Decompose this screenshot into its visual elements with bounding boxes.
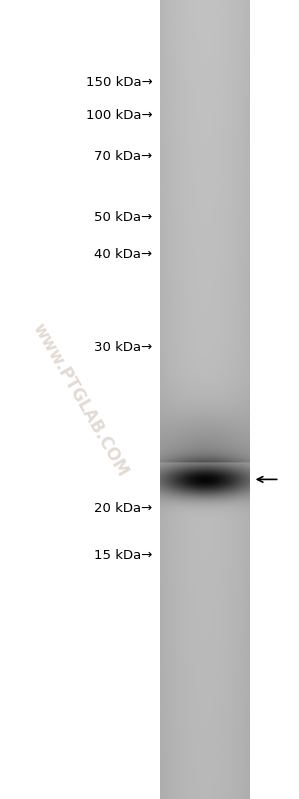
Text: 15 kDa→: 15 kDa→	[94, 549, 152, 562]
Text: 150 kDa→: 150 kDa→	[86, 76, 152, 89]
Text: 70 kDa→: 70 kDa→	[94, 150, 152, 163]
Text: 50 kDa→: 50 kDa→	[94, 211, 152, 224]
Text: 20 kDa→: 20 kDa→	[94, 502, 152, 515]
Text: 30 kDa→: 30 kDa→	[94, 341, 152, 354]
Text: 40 kDa→: 40 kDa→	[94, 248, 152, 260]
Text: 100 kDa→: 100 kDa→	[86, 109, 152, 122]
Text: www.PTGLAB.COM: www.PTGLAB.COM	[29, 320, 132, 479]
